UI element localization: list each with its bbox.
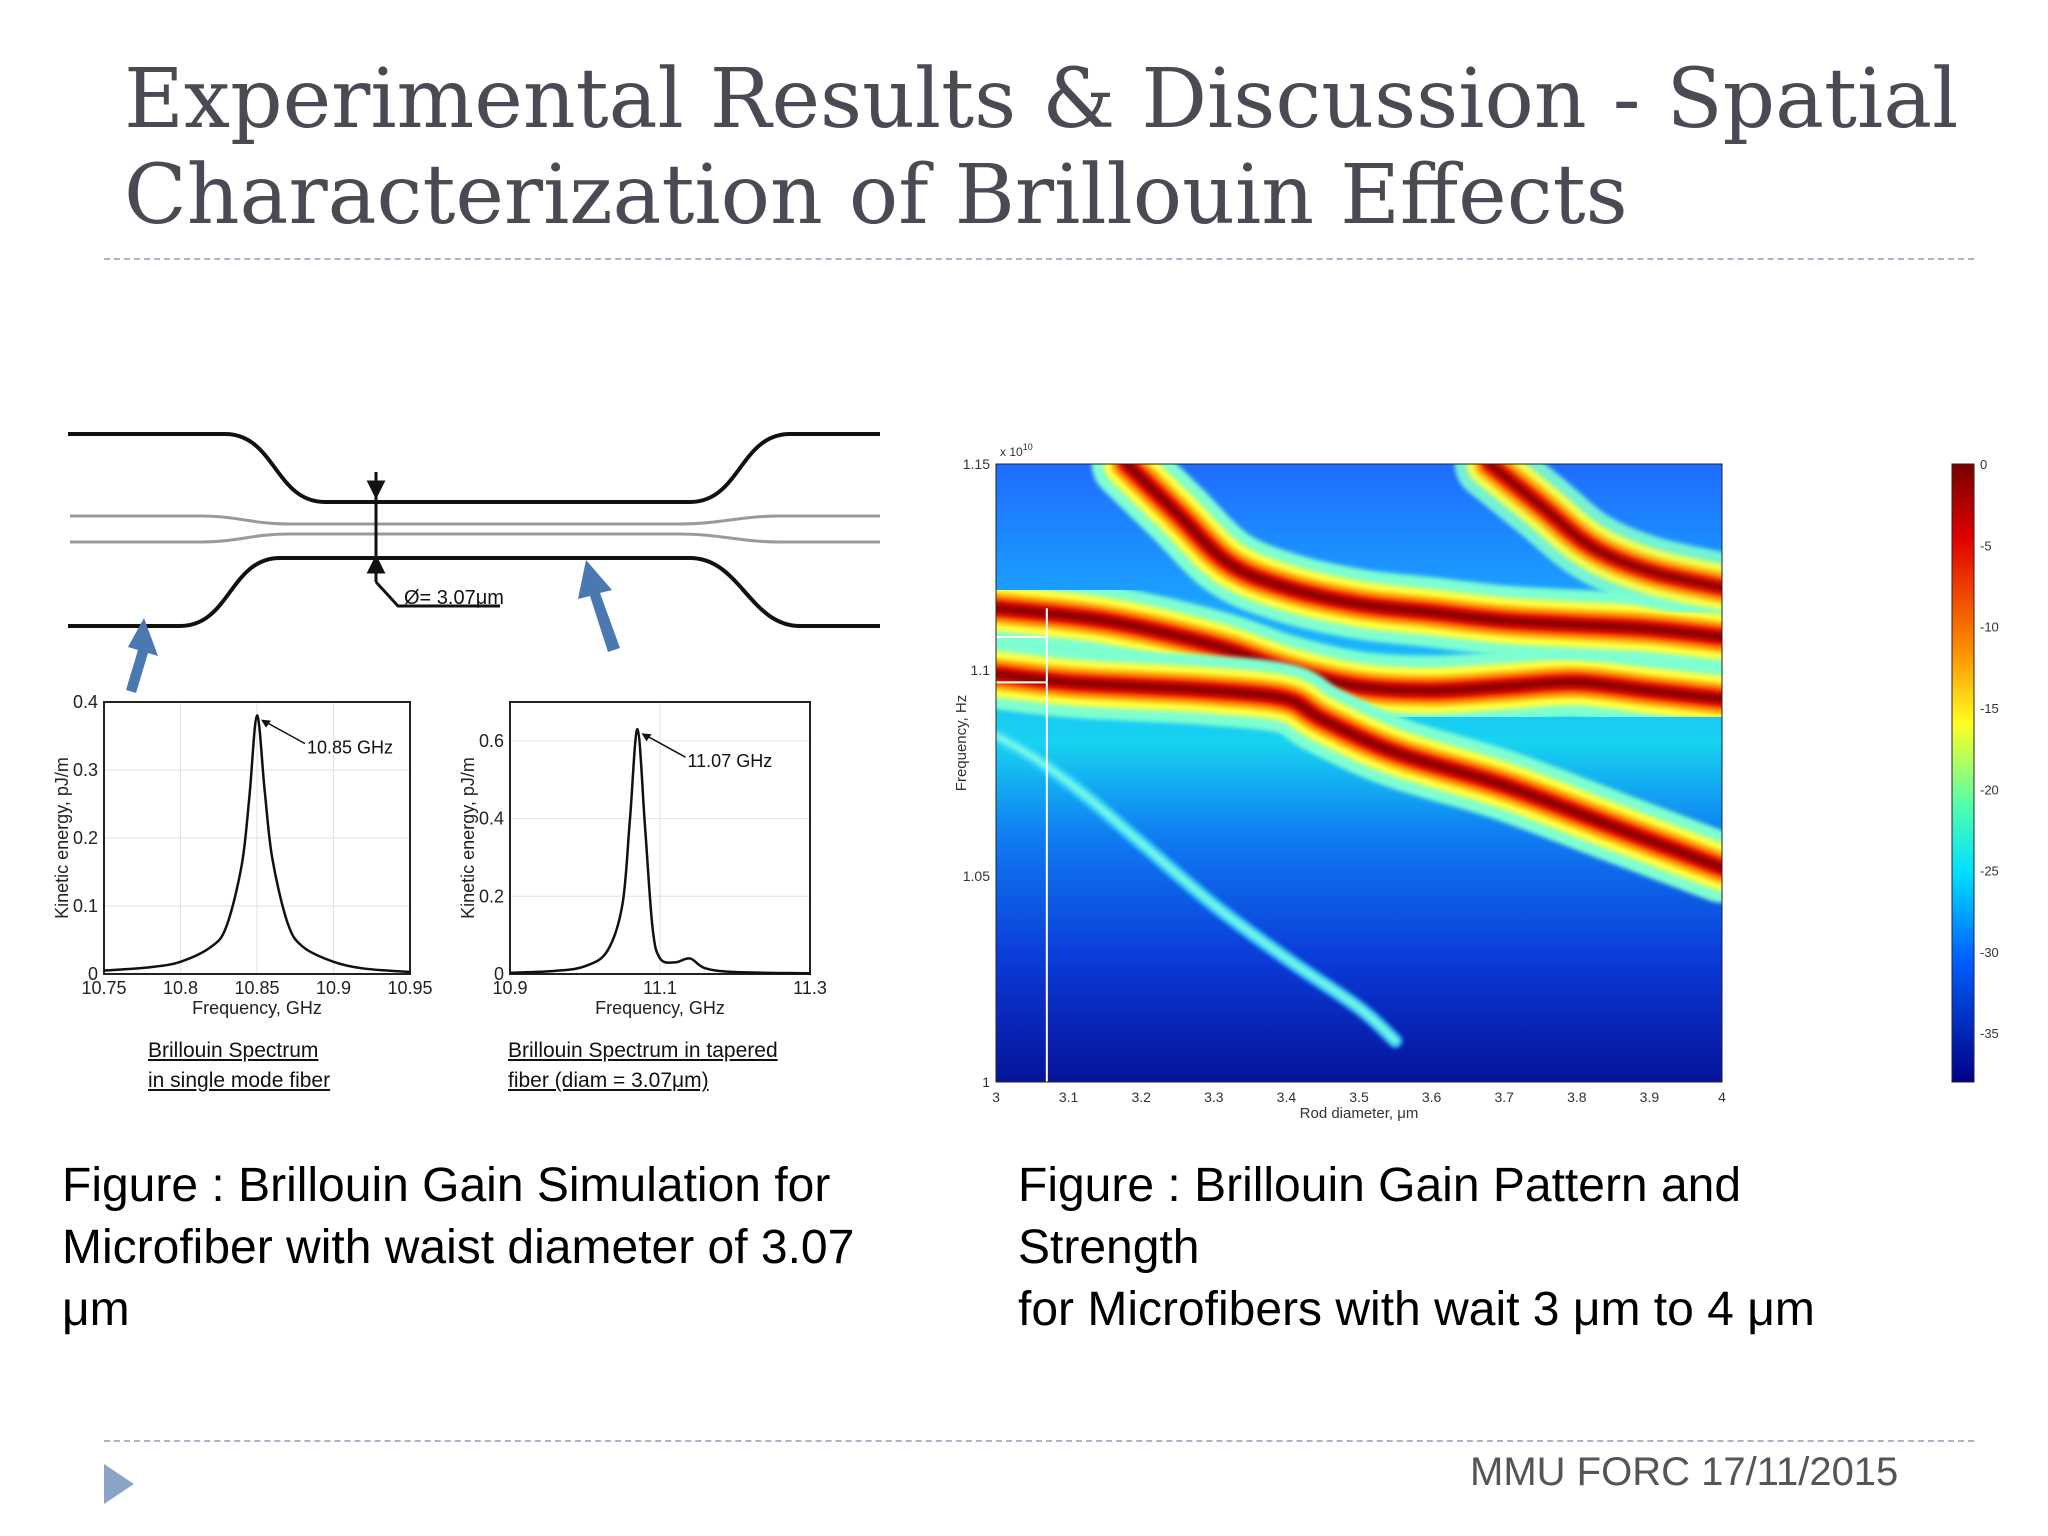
- y-exponent-label: x 1010: [1000, 442, 1033, 459]
- subcaption-right-line-1: Brillouin Spectrum in tapered: [508, 1039, 778, 1062]
- caption-right-line-1: Figure : Brillouin Gain Pattern and: [1018, 1159, 1742, 1212]
- colorbar-tick-label: -10: [1980, 620, 1999, 635]
- spectrum-line: [103, 714, 411, 974]
- gain-band: [1485, 464, 1722, 592]
- x-tick-label: 10.8: [163, 978, 198, 998]
- y-tick-label: 0: [494, 964, 504, 984]
- spectrum-chart-single-mode: 10.75 10.8 10.85 10.9 10.95 0 0.1 0.2 0.3 0.4 Freq…: [52, 692, 433, 1018]
- spectrum-chart-tapered: 10.9 11.1 11.3 0 0.2 0.4 0.6 Frequency, GHz Kine…: [458, 701, 827, 1018]
- caption-right-line-2: Strength: [1018, 1221, 1200, 1274]
- caption-right: Figure : Brillouin Gain Pattern and Stre…: [1018, 1155, 1815, 1341]
- title-line-2: Characterization of Brillouin Effects: [124, 148, 1628, 243]
- x-tick-label: 3.6: [1422, 1089, 1442, 1105]
- footer-divider: [104, 1440, 1974, 1442]
- gain-band: [996, 604, 1722, 703]
- title-line-1: Experimental Results & Discussion - Spat…: [124, 52, 1959, 147]
- y-tick-label: 1.1: [971, 662, 991, 678]
- gain-band: [996, 732, 1399, 1044]
- x-tick-label: 3.1: [1059, 1089, 1079, 1105]
- caption-left-line-1: Figure : Brillouin Gain Simulation for: [62, 1159, 831, 1212]
- plot-frame: [103, 701, 411, 975]
- x-tick-label: 10.9: [316, 978, 351, 998]
- y-tick-label: 1.15: [963, 456, 990, 472]
- x-tick-label: 11.1: [643, 978, 677, 998]
- core-line-top: [70, 514, 880, 526]
- diameter-label: Ø= 3.07μm: [404, 587, 504, 609]
- x-tick-label: 3.5: [1349, 1089, 1369, 1105]
- colorbar-tick-label: -20: [1980, 782, 1999, 797]
- peak-pointer: [264, 720, 306, 745]
- y-tick-label: 1.05: [963, 868, 990, 884]
- slide-title: Experimental Results & Discussion - Spat…: [124, 52, 1959, 244]
- y-tick-label: 0.4: [479, 809, 504, 829]
- peak-arrowhead: [261, 719, 271, 728]
- y-axis-label: Kinetic energy, pJ/m: [458, 757, 478, 919]
- x-tick-label: 4: [1718, 1089, 1726, 1105]
- footer-date: MMU FORC 17/11/2015: [1470, 1450, 1899, 1494]
- x-tick-label: 3.2: [1131, 1089, 1151, 1105]
- colorbar-tick-label: 0: [1980, 457, 1987, 472]
- y-tick-label: 0.1: [73, 896, 98, 916]
- y-tick-label: 1: [982, 1074, 990, 1090]
- y-tick-label: 0.2: [479, 886, 504, 906]
- gain-band: [996, 670, 1722, 872]
- y-tick-label: 0: [88, 964, 98, 984]
- heatmap-frame: [995, 463, 1723, 1083]
- peak-pointer: [645, 734, 686, 758]
- caption-right-line-3: for Microfibers with wait 3 μm to 4 μm: [1018, 1283, 1815, 1336]
- caption-left: Figure : Brillouin Gain Simulation for M…: [62, 1155, 854, 1341]
- subcaption-left-line-1: Brillouin Spectrum: [148, 1039, 319, 1062]
- brillouin-gain-heatmap: 3 3.1 3.2 3.3 3.4 3.5 3.6 3.7 3.8 3.9 4 1 1.05 1.1 1.1…: [953, 442, 1999, 1122]
- y-tick-label: 0.3: [73, 760, 98, 780]
- peak-label: 11.07 GHz: [688, 751, 773, 771]
- heatmap-bands: [996, 464, 1722, 1048]
- colorbar: [1951, 463, 1975, 1083]
- taper-diagram: Ø= 3.07μm: [68, 432, 880, 693]
- colorbar-tick-label: -5: [1980, 538, 1992, 553]
- y-axis-label: Frequency, Hz: [953, 695, 970, 791]
- title-divider: [104, 258, 1974, 260]
- triangle-bullet-icon: [104, 1464, 134, 1504]
- x-axis-label: Frequency, GHz: [595, 998, 725, 1018]
- x-tick-label: 3.4: [1277, 1089, 1297, 1105]
- y-tick-label: 0.2: [73, 828, 98, 848]
- x-tick-label: 10.85: [234, 978, 279, 998]
- taper-outline-bottom: [68, 556, 880, 628]
- colorbar-tick-label: -35: [1980, 1026, 1999, 1041]
- core-line-bottom: [70, 532, 880, 544]
- x-tick-label: 10.95: [387, 978, 432, 998]
- y-tick-label: 0.6: [479, 731, 504, 751]
- caption-left-line-3: μm: [62, 1283, 130, 1336]
- x-tick-label: 3: [992, 1089, 1000, 1105]
- x-tick-label: 11.3: [793, 978, 827, 998]
- y-axis-label: Kinetic energy, pJ/m: [52, 757, 72, 919]
- caption-left-line-2: Microfiber with waist diameter of 3.07: [62, 1221, 855, 1274]
- x-tick-label: 3.9: [1640, 1089, 1660, 1105]
- taper-outline-top: [68, 432, 880, 504]
- subcaption-right-line-2: fiber (diam = 3.07μm): [508, 1069, 709, 1092]
- subcaption-left: Brillouin Spectrum in single mode fiber: [148, 1036, 330, 1096]
- plot-frame: [509, 701, 811, 975]
- peak-arrowhead: [641, 733, 652, 742]
- y-tick-label: 0.4: [73, 692, 98, 712]
- x-tick-label: 3.3: [1204, 1089, 1224, 1105]
- subcaption-right: Brillouin Spectrum in tapered fiber (dia…: [508, 1036, 778, 1096]
- colorbar-tick-label: -30: [1980, 945, 1999, 960]
- colorbar-tick-label: -25: [1980, 864, 1999, 879]
- peak-label: 10.85 GHz: [307, 738, 393, 758]
- subcaption-left-line-2: in single mode fiber: [148, 1069, 331, 1092]
- x-tick-label: 10.9: [492, 978, 527, 998]
- x-axis-label: Frequency, GHz: [192, 998, 322, 1018]
- colorbar-tick-label: -15: [1980, 701, 1999, 716]
- x-tick-label: 10.75: [81, 978, 126, 998]
- gain-band: [1122, 464, 1722, 642]
- blue-arrow-icon: [126, 560, 620, 693]
- x-axis-label: Rod diameter, μm: [1300, 1105, 1419, 1122]
- x-tick-label: 3.8: [1567, 1089, 1587, 1105]
- x-tick-label: 3.7: [1494, 1089, 1514, 1105]
- spectrum-line: [509, 727, 811, 975]
